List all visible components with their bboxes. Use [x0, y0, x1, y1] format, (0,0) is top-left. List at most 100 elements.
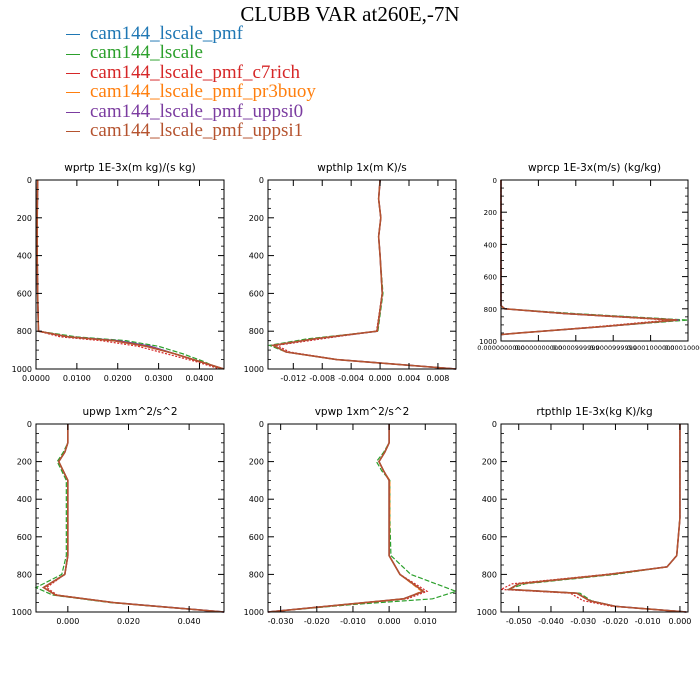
- y-tick-label: 800: [17, 570, 32, 579]
- legend-label: cam144_lscale_pmf_pr3buoy: [90, 81, 316, 103]
- y-tick-label: 400: [249, 495, 264, 504]
- legend-item-3: cam144_lscale_pmf_pr3buoy: [66, 82, 316, 101]
- x-tick-label: -0.010: [635, 617, 661, 626]
- y-tick-label: 200: [249, 214, 264, 223]
- y-tick-label: 600: [249, 289, 264, 298]
- legend-label: cam144_lscale_pmf: [90, 23, 244, 44]
- y-tick-label: 0: [492, 420, 497, 429]
- x-tick-label: 0.010: [414, 617, 437, 626]
- series-line-2: [498, 424, 687, 613]
- x-tick-label: 0.000: [56, 617, 79, 626]
- x-tick-label: -0.030: [268, 617, 294, 626]
- x-tick-label: 0.000: [668, 617, 691, 626]
- y-tick-label: 200: [17, 214, 32, 223]
- x-tick-label: -0.030: [570, 617, 596, 626]
- x-tick-label: 0.020: [117, 617, 140, 626]
- y-tick-label: 600: [484, 274, 497, 282]
- series-line-5: [500, 180, 677, 336]
- series-line-2: [45, 424, 225, 613]
- y-tick-label: 200: [17, 458, 32, 467]
- series-line-5: [42, 424, 225, 613]
- subplot-title: upwp 1xm^2/s^2: [83, 406, 178, 418]
- x-tick-label: 0.0000: [22, 374, 50, 383]
- subplot-title: wprtp 1E-3x(m kg)/(s kg): [64, 162, 195, 174]
- series-line-3: [42, 424, 225, 613]
- series-line-3: [267, 424, 423, 613]
- legend-label: cam144_lscale_pmf_uppsi0: [90, 100, 304, 122]
- series-line-3: [507, 424, 687, 613]
- series-line-5: [270, 179, 457, 370]
- series-line-5: [267, 424, 426, 613]
- y-tick-label: 0: [259, 176, 264, 185]
- legend-swatch: [66, 34, 80, 36]
- x-tick-label: 0.000: [378, 617, 401, 626]
- x-tick-label: -0.004: [338, 374, 364, 383]
- legend-swatch: [66, 92, 80, 94]
- x-tick-label: -0.012: [280, 374, 306, 383]
- x-tick-label: 0.0000999999: [589, 344, 637, 352]
- y-tick-label: 400: [17, 252, 32, 261]
- x-tick-label: 0.0001000000: [627, 344, 675, 352]
- x-tick-label: -0.020: [603, 617, 629, 626]
- legend: cam144_lscale_pmf cam144_lscale cam144_l…: [66, 24, 316, 140]
- y-tick-label: 600: [17, 289, 32, 298]
- series-line-1: [34, 424, 225, 613]
- series-line-5: [36, 179, 225, 370]
- series-line-1: [36, 179, 221, 370]
- x-tick-label: 0.0400: [185, 374, 213, 383]
- y-tick-label: 800: [17, 327, 32, 336]
- plot-frame: [500, 423, 689, 613]
- y-tick-label: 800: [484, 306, 497, 314]
- legend-label: cam144_lscale_pmf_c7rich: [90, 61, 300, 83]
- series-line-4: [42, 424, 225, 613]
- legend-item-5: cam144_lscale_pmf_uppsi1: [66, 121, 316, 140]
- series-line-3: [36, 179, 225, 370]
- series-line-4: [36, 179, 225, 370]
- subplot-0: wprtp 1E-3x(m kg)/(s kg) 0 200 400 600 800 100…: [12, 162, 225, 383]
- series-line-0: [42, 424, 225, 613]
- x-tick-label: 0.0000000000: [477, 344, 525, 352]
- y-tick-label: 0: [259, 420, 264, 429]
- series-line-1: [267, 424, 458, 613]
- y-tick-label: 0: [493, 177, 497, 185]
- y-tick-label: 0: [27, 176, 32, 185]
- x-tick-label: -0.040: [538, 617, 564, 626]
- series-line-5: [506, 424, 687, 613]
- legend-item-0: cam144_lscale_pmf: [66, 24, 316, 43]
- x-tick-label: 0.0000000000: [515, 344, 563, 352]
- legend-label: cam144_lscale: [90, 42, 203, 64]
- series-line-0: [267, 424, 425, 613]
- y-tick-label: 200: [484, 209, 497, 217]
- series-line-1: [507, 424, 687, 613]
- y-tick-label: 1000: [479, 338, 497, 346]
- y-tick-label: 800: [249, 327, 264, 336]
- plot-frame: [500, 179, 689, 342]
- x-tick-label: -0.050: [506, 617, 532, 626]
- subplot-title: wpthlp 1x(m K)/s: [317, 162, 407, 174]
- y-tick-label: 400: [482, 495, 497, 504]
- y-tick-label: 1000: [12, 608, 32, 617]
- subplot-title: vpwp 1xm^2/s^2: [315, 406, 410, 418]
- x-tick-label: -0.010: [340, 617, 366, 626]
- x-tick-label: 0.004: [398, 374, 421, 383]
- subplot-title: rtpthlp 1E-3x(kg K)/kg: [536, 406, 652, 418]
- subplot-3: upwp 1xm^2/s^2 0 200 400 600 800 1000 0.000 0.02…: [12, 406, 225, 626]
- series-line-0: [506, 424, 687, 613]
- x-tick-label: 0.0001000000: [664, 344, 700, 352]
- y-tick-label: 0: [27, 420, 32, 429]
- plot-frame: [267, 423, 457, 613]
- legend-item-4: cam144_lscale_pmf_uppsi0: [66, 100, 316, 122]
- x-tick-label: 0.0000999999: [552, 344, 600, 352]
- plot-frame: [35, 179, 225, 370]
- x-tick-label: 0.000: [369, 374, 392, 383]
- series-line-2: [500, 180, 670, 336]
- x-tick-label: 0.008: [426, 374, 449, 383]
- series-line-4: [506, 424, 687, 613]
- y-tick-label: 800: [482, 570, 497, 579]
- subplot-title: wprcp 1E-3x(m/s) (kg/kg): [528, 162, 661, 174]
- y-tick-label: 400: [249, 252, 264, 261]
- y-tick-label: 1000: [244, 608, 264, 617]
- subplot-2: wprcp 1E-3x(m/s) (kg/kg) 0 200 400 600 800 100…: [477, 162, 700, 352]
- x-tick-label: -0.020: [304, 617, 330, 626]
- y-tick-label: 600: [17, 533, 32, 542]
